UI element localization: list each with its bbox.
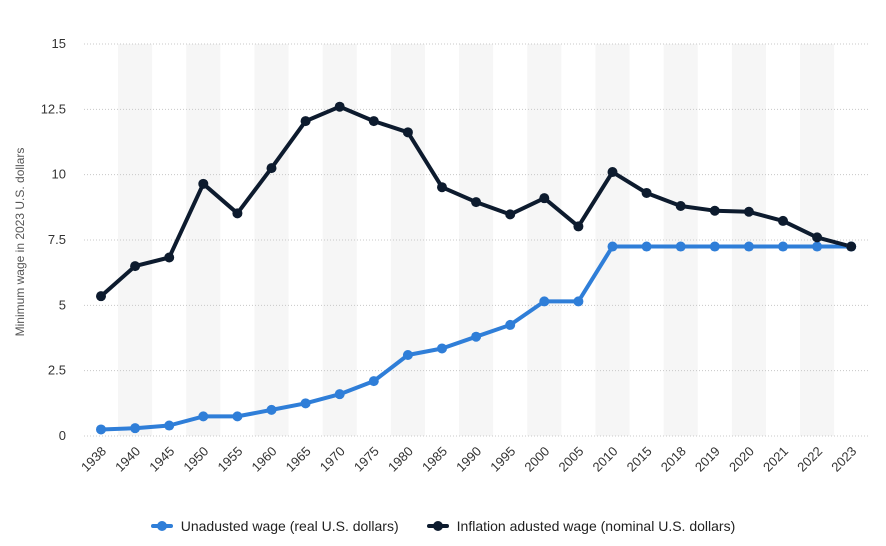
legend-item-unadjusted[interactable]: Unadusted wage (real U.S. dollars): [150, 518, 399, 534]
data-point[interactable]: [266, 404, 277, 415]
data-point[interactable]: [573, 296, 584, 307]
data-point[interactable]: [778, 215, 788, 226]
data-point[interactable]: [300, 398, 311, 409]
data-point[interactable]: [402, 349, 413, 360]
data-point[interactable]: [130, 261, 141, 272]
x-tick-label: 2020: [726, 444, 757, 475]
data-point[interactable]: [675, 241, 686, 252]
data-point[interactable]: [198, 178, 209, 189]
data-point[interactable]: [743, 206, 754, 217]
legend-swatch-inflation-adjusted: [426, 520, 449, 532]
data-point[interactable]: [334, 101, 345, 112]
legend-label-inflation-adjusted: Inflation adusted wage (nominal U.S. dol…: [456, 518, 736, 534]
data-point[interactable]: [607, 167, 618, 178]
data-point[interactable]: [846, 241, 857, 252]
data-point[interactable]: [368, 116, 379, 127]
x-tick-label: 2005: [555, 444, 586, 475]
data-point[interactable]: [675, 201, 686, 212]
x-tick-label: 1975: [351, 444, 382, 475]
data-point[interactable]: [743, 241, 754, 252]
column-band: [731, 44, 766, 436]
x-tick-label: 2010: [590, 444, 621, 475]
data-point[interactable]: [505, 209, 516, 220]
y-tick-label: 10: [52, 167, 66, 182]
data-point[interactable]: [402, 127, 413, 138]
x-tick-label: 1970: [317, 444, 348, 475]
legend-label-unadjusted: Unadusted wage (real U.S. dollars): [180, 518, 399, 534]
data-point[interactable]: [778, 241, 788, 252]
x-tick-label: 1990: [453, 444, 484, 475]
data-point[interactable]: [709, 241, 720, 252]
y-tick-label: 15: [52, 36, 66, 51]
data-point[interactable]: [96, 424, 106, 435]
x-tick-label: 1955: [214, 444, 245, 475]
x-tick-label: 1938: [78, 444, 109, 475]
x-tick-label: 2022: [794, 444, 825, 475]
data-point[interactable]: [232, 411, 243, 422]
data-point[interactable]: [96, 291, 106, 302]
gridlines: [84, 43, 870, 437]
column-band: [663, 44, 698, 436]
x-tick-label: 1965: [283, 444, 314, 475]
column-band: [186, 44, 221, 436]
legend-item-inflation-adjusted[interactable]: Inflation adusted wage (nominal U.S. dol…: [426, 518, 736, 534]
data-point[interactable]: [812, 232, 823, 243]
data-point[interactable]: [607, 241, 618, 252]
y-tick-label: 7.5: [48, 232, 66, 247]
column-band: [527, 44, 562, 436]
column-band: [390, 44, 425, 436]
x-tick-label: 1985: [419, 444, 450, 475]
x-tick-label: 2000: [521, 444, 552, 475]
column-band: [254, 44, 289, 436]
data-point[interactable]: [300, 116, 311, 127]
data-point[interactable]: [539, 296, 550, 307]
data-point[interactable]: [437, 182, 447, 193]
x-tick-label: 2015: [624, 444, 655, 475]
data-point[interactable]: [471, 197, 482, 208]
x-tick-label: 1960: [249, 444, 280, 475]
column-band: [459, 44, 494, 436]
data-point[interactable]: [539, 193, 550, 204]
y-axis-ticks: 0 2.5 5 7.5 10 12.5 15: [41, 36, 66, 443]
x-tick-label: 1995: [487, 444, 518, 475]
data-point[interactable]: [641, 187, 652, 198]
x-tick-label: 1940: [112, 444, 143, 475]
data-point[interactable]: [437, 343, 447, 354]
series-points: [96, 101, 857, 435]
data-point[interactable]: [368, 376, 379, 387]
x-tick-label: 1980: [385, 444, 416, 475]
y-tick-label: 2.5: [48, 363, 66, 378]
data-point[interactable]: [334, 389, 345, 400]
data-point[interactable]: [709, 205, 720, 216]
y-axis-label: Minimum wage in 2023 U.S. dollars: [13, 148, 27, 337]
x-axis-ticks: 1938 1940 1945 1950 1955 1960 1965 1970 1975 1980…: [78, 444, 859, 475]
data-point[interactable]: [505, 319, 516, 330]
data-point[interactable]: [266, 163, 277, 174]
data-point[interactable]: [164, 252, 175, 263]
x-tick-label: 1950: [180, 444, 211, 475]
legend: Unadusted wage (real U.S. dollars) Infla…: [0, 518, 886, 534]
data-point[interactable]: [232, 208, 243, 219]
x-tick-label: 2019: [692, 444, 723, 475]
data-point[interactable]: [164, 420, 175, 431]
data-point[interactable]: [198, 411, 209, 422]
x-tick-label: 2023: [828, 444, 859, 475]
y-tick-label: 12.5: [41, 101, 66, 116]
x-tick-label: 1945: [146, 444, 177, 475]
y-tick-label: 0: [59, 428, 66, 443]
x-tick-label: 2021: [760, 444, 791, 475]
x-tick-label: 2018: [658, 444, 689, 475]
data-point[interactable]: [573, 221, 584, 232]
data-point[interactable]: [641, 241, 652, 252]
data-point[interactable]: [812, 241, 823, 252]
y-tick-label: 5: [59, 297, 66, 312]
data-point[interactable]: [130, 423, 141, 434]
legend-swatch-unadjusted: [150, 520, 173, 532]
line-chart: Minimum wage in 2023 U.S. dollars 0 2.5 5 7…: [13, 36, 870, 475]
data-point[interactable]: [471, 331, 482, 342]
